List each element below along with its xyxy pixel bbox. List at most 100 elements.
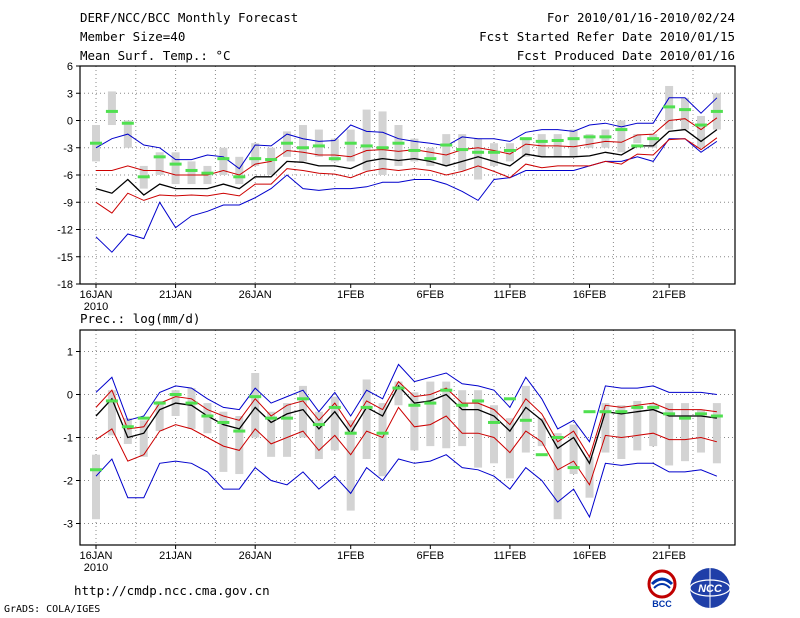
prec-box (314, 411, 323, 459)
prec-box (330, 396, 339, 451)
prec-line-outer-upper (95, 363, 717, 443)
temp-box (362, 109, 371, 171)
prec-xtick-label: 6FEB (417, 550, 445, 562)
prec-panel-title: Prec.: log(mm/d) (80, 311, 200, 326)
prec-box (458, 390, 467, 447)
temp-xtick-label: 21JAN (159, 289, 192, 301)
temp-xtick-label: 26JAN (239, 289, 272, 301)
temp-box (219, 147, 228, 175)
prec-box (553, 433, 562, 520)
temp-box (505, 143, 514, 162)
temp-line-outer-lower (95, 138, 718, 253)
temp-box (394, 125, 403, 166)
started-date: Fcst Started Refer Date 2010/01/15 (479, 29, 735, 44)
prec-box (107, 390, 116, 436)
prec-box (633, 400, 642, 451)
prec-xtick-label: 1FEB (337, 550, 365, 562)
bcc-logo-text: BCC (652, 599, 672, 609)
temp-ytick-label: -6 (63, 170, 73, 182)
temp-line-mean (95, 128, 718, 196)
temp-box (442, 134, 451, 166)
temp-box (107, 91, 116, 126)
temp-box (601, 129, 610, 148)
prec-box (442, 381, 451, 449)
temp-box (681, 97, 690, 130)
produced-date: Fcst Produced Date 2010/01/16 (516, 48, 735, 63)
temp-ytick-label: -15 (57, 252, 73, 264)
variable-label-top: Mean Surf. Temp.: °C (80, 48, 231, 63)
temp-ytick-label: 3 (67, 88, 73, 100)
temp-line-inner-lower (95, 137, 718, 214)
prec-box (569, 424, 578, 475)
prec-box (123, 418, 132, 444)
temp-box (330, 138, 339, 162)
prec-line-inner-upper (95, 380, 717, 459)
prec-box (681, 403, 690, 462)
temp-box (633, 134, 642, 144)
temp-box (187, 161, 196, 185)
prec-box (410, 392, 419, 451)
ncc-logo: NCC (689, 568, 731, 608)
member-size: Member Size=40 (80, 29, 186, 44)
temp-box (171, 152, 180, 185)
temp-box (521, 138, 530, 157)
temp-frame (79, 65, 736, 285)
prec-ytick-label: 0 (67, 390, 73, 402)
temp-xtick-label: 21FEB (652, 289, 686, 301)
temp-box (569, 129, 578, 157)
temp-ytick-label: -12 (57, 225, 73, 237)
prec-box (267, 411, 276, 457)
temp-line-outer-upper (95, 97, 718, 170)
temp-xtick-sublabel: 2010 (84, 301, 108, 313)
temp-box (314, 129, 323, 157)
prec-box (298, 385, 307, 438)
prec-box (712, 403, 721, 464)
prec-xtick-label: 26JAN (239, 550, 272, 562)
temp-box (346, 129, 355, 162)
prec-box (283, 403, 292, 457)
prec-xtick-label: 16JAN (79, 550, 112, 562)
prec-box (155, 400, 164, 432)
prec-ytick-label: -3 (63, 519, 73, 531)
prec-box (601, 403, 610, 453)
prec-xtick-label: 16FEB (573, 550, 607, 562)
temp-box (458, 134, 467, 171)
prec-box (362, 379, 371, 459)
temp-box (235, 156, 244, 185)
prec-box (426, 381, 435, 447)
source-url[interactable]: http://cmdp.ncc.cma.gov.cn (74, 583, 270, 598)
prec-box (92, 454, 100, 520)
temp-ytick-label: 0 (67, 116, 73, 128)
temp-box (298, 125, 307, 162)
prec-box (203, 403, 212, 434)
prec-box (696, 409, 705, 453)
prec-xtick-label: 11FEB (494, 550, 527, 562)
prec-box (505, 418, 514, 479)
prec-box (187, 388, 196, 429)
prec-xtick-label: 21JAN (159, 550, 192, 562)
temp-box (696, 115, 705, 148)
prec-box (617, 405, 626, 459)
temp-xtick-label: 11FEB (494, 289, 527, 301)
temp-xtick-label: 16FEB (573, 289, 607, 301)
prec-xtick-label: 21FEB (652, 550, 686, 562)
temp-ytick-label: 6 (67, 61, 73, 73)
prec-ytick-label: -1 (63, 433, 73, 445)
prec-xtick-sublabel: 2010 (84, 562, 108, 574)
temp-box (490, 143, 498, 166)
prec-box (665, 403, 674, 466)
temp-box (649, 134, 658, 148)
prec-box (139, 420, 148, 457)
temp-xtick-label: 6FEB (417, 289, 445, 301)
temp-xtick-label: 16JAN (79, 289, 112, 301)
temp-box (378, 111, 387, 175)
prec-box (585, 456, 594, 498)
prec-frame (79, 329, 736, 546)
prec-box (235, 416, 244, 475)
prec-box (251, 373, 260, 438)
temp-ytick-label: -9 (63, 197, 73, 209)
temp-xtick-label: 1FEB (337, 289, 365, 301)
prec-line-outer-lower (95, 454, 718, 519)
prec-box (378, 403, 387, 477)
